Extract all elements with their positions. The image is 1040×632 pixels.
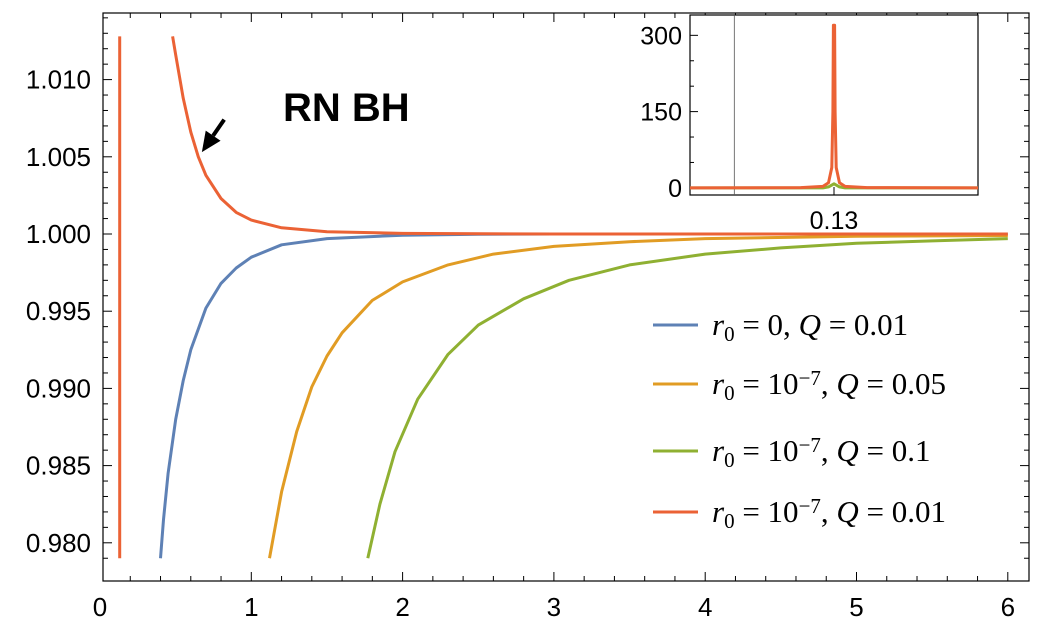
legend-entry-0: r0 = 0, Q = 0.01 xyxy=(712,307,908,346)
main-series xyxy=(118,36,1008,559)
x-tick-label: 3 xyxy=(547,592,561,622)
y-tick-label: 0.980 xyxy=(26,528,91,558)
x-tick-label: 0 xyxy=(93,592,107,622)
annotation-arrow-shaft xyxy=(211,118,226,137)
y-tick-label: 0.995 xyxy=(26,296,91,326)
y-tick-label: 0.990 xyxy=(26,373,91,403)
main-axes: 0 1 2 3 4 5 6 0.980 0.985 0.990 0.995 1.000 1.005 1.0… xyxy=(26,13,1029,622)
legend-entry-1: r0 = 10−7, Q = 0.05 xyxy=(712,366,946,406)
y-tick-label: 1.010 xyxy=(26,65,91,95)
legend: r0 = 0, Q = 0.01 r0 = 10−7, Q = 0.05 r0 = … xyxy=(653,307,946,533)
y-tick-label: 0.985 xyxy=(26,451,91,481)
x-tick-label: 6 xyxy=(1001,592,1015,622)
inset-axes: 0 150 300 0.13 xyxy=(640,15,858,235)
plot-frame xyxy=(102,12,1030,582)
inset-y-tick-label: 150 xyxy=(640,99,682,127)
x-tick-label: 5 xyxy=(849,592,863,622)
inset-y-tick-label: 300 xyxy=(640,22,682,50)
inset-series-line-1 xyxy=(689,23,979,190)
legend-entry-3: r0 = 10−7, Q = 0.01 xyxy=(712,494,946,534)
series-line-3 xyxy=(171,36,1008,236)
series-line-1 xyxy=(268,234,1008,559)
x-tick-label: 1 xyxy=(244,592,258,622)
inset-x-tick-label: 0.13 xyxy=(810,207,859,235)
x-tick-label: 4 xyxy=(698,592,712,622)
series-line-2 xyxy=(366,237,1008,559)
y-tick-label: 1.005 xyxy=(26,142,91,172)
annotation: RN BH xyxy=(201,86,410,153)
annotation-arrow-head xyxy=(201,130,221,153)
inset-chart: 0 150 300 0.13 xyxy=(640,14,979,235)
legend-entry-2: r0 = 10−7, Q = 0.1 xyxy=(712,433,931,473)
inset-series xyxy=(689,23,979,190)
inset-y-tick-label: 0 xyxy=(668,175,682,203)
annotation-label: RN BH xyxy=(283,86,410,130)
y-tick-label: 1.000 xyxy=(26,219,91,249)
x-tick-label: 2 xyxy=(395,592,409,622)
